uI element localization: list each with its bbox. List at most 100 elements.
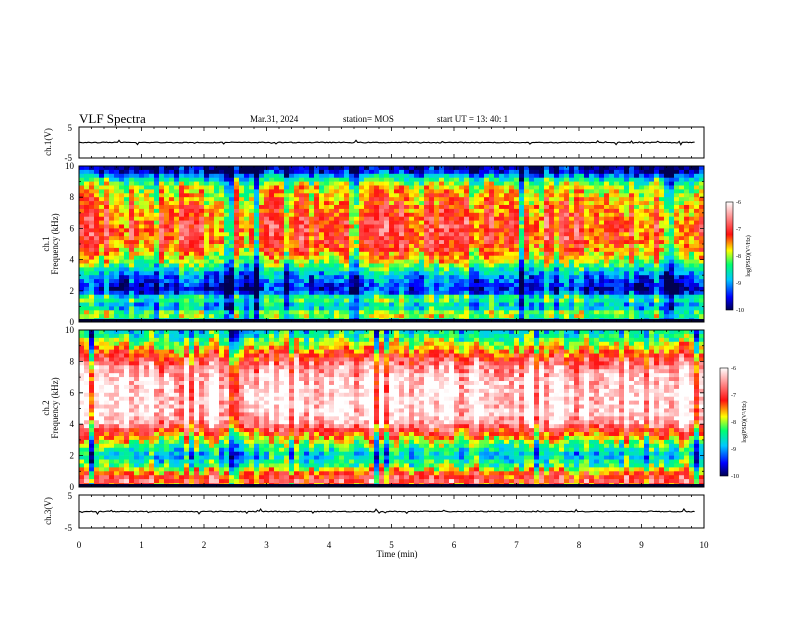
ch1-spectrogram-cell bbox=[534, 279, 540, 284]
ch1-spectrogram-cell bbox=[429, 177, 435, 182]
ch1-spectrogram-cell bbox=[579, 177, 585, 182]
ch1-spectrogram-cell bbox=[634, 228, 640, 233]
ch1-spectrogram-cell bbox=[209, 314, 215, 319]
ch1-spectrogram-cell bbox=[304, 193, 310, 198]
ch1-spectrogram-cell bbox=[199, 259, 205, 264]
ch1-spectrogram-cell bbox=[264, 267, 270, 272]
ch1-spectrogram-cell bbox=[274, 193, 280, 198]
ch1-spectrogram-cell bbox=[159, 314, 165, 319]
ch1-spectrogram-cell bbox=[599, 267, 605, 272]
ch1-spectrogram-cell bbox=[499, 298, 505, 303]
ch1-spectrogram-cell bbox=[149, 267, 155, 272]
ch1-spectrogram-cell bbox=[324, 201, 330, 206]
ch1-spectrogram-cell bbox=[479, 220, 485, 225]
ch1-spectrogram-cell bbox=[554, 283, 560, 288]
ch1-spectrogram-cell bbox=[159, 306, 165, 311]
ch1-spectrogram-cell bbox=[559, 232, 565, 237]
ch1-spectrogram-cell bbox=[564, 208, 570, 214]
ch1-spectrogram-cell bbox=[154, 263, 160, 268]
ch1-spectrogram-cell bbox=[684, 201, 690, 206]
ch1-spectrogram-cell bbox=[539, 189, 545, 194]
ch1-spectrogram-cell bbox=[244, 279, 250, 284]
ch1-spectrogram-cell bbox=[624, 275, 630, 280]
ch1-spectrogram-cell bbox=[169, 283, 175, 288]
ch1-spectrogram-cell bbox=[584, 286, 590, 292]
ch1-spectrogram-cell bbox=[84, 197, 90, 202]
ch1-spectrogram-cell bbox=[544, 310, 550, 315]
ch1-spectrogram-cell bbox=[364, 236, 370, 241]
ch1-spectrogram-cell bbox=[369, 216, 375, 221]
ch1-spectrogram-cell bbox=[629, 310, 635, 315]
ch1-spectrogram-cell bbox=[434, 208, 440, 214]
ch1-spectrogram-cell bbox=[364, 298, 370, 303]
ch1-spectrogram-cell bbox=[679, 306, 685, 311]
ch1-spectrogram-cell bbox=[229, 244, 235, 249]
ch1-spectrogram-cell bbox=[179, 247, 185, 253]
ch1-spectrogram-cell bbox=[389, 224, 395, 229]
ch1-spectrogram-cell bbox=[384, 240, 390, 245]
ch1-spectrogram-cell bbox=[409, 294, 415, 299]
ch1-spectrogram-cell bbox=[524, 283, 530, 288]
ch1-spectrogram-cell bbox=[569, 310, 575, 315]
ch1-spectrogram-cell bbox=[544, 201, 550, 206]
ch1-spectrogram-cell bbox=[319, 251, 325, 256]
ch1-spectrogram-cell bbox=[484, 286, 490, 292]
ch1-spectrogram-cell bbox=[639, 279, 645, 284]
ch1-spectrogram-cell bbox=[514, 236, 520, 241]
ch1-spectrogram-cell bbox=[659, 267, 665, 272]
ch1-spectrogram-cell bbox=[554, 220, 560, 225]
ch1-spectrogram-cell bbox=[124, 259, 130, 264]
ch1-spectrogram-cell bbox=[329, 216, 335, 221]
ch1-spectrogram-cell bbox=[94, 267, 100, 272]
ch1-spectrogram-cell bbox=[674, 232, 680, 237]
ch1-spectrogram-cell bbox=[159, 224, 165, 229]
ch1-spectrogram-cell bbox=[669, 259, 675, 264]
ch1-spectrogram-cell bbox=[474, 306, 480, 311]
ch1-spectrogram-cell bbox=[219, 244, 225, 249]
ch1-spectrogram-cell bbox=[574, 193, 580, 198]
ch1-spectrogram-cell bbox=[584, 283, 590, 288]
ch1-spectrogram-cell bbox=[234, 271, 240, 276]
ch1-spectrogram-cell bbox=[629, 247, 635, 253]
ch1-spectrogram-cell bbox=[259, 310, 265, 315]
ch1-spectrogram-cell bbox=[249, 259, 255, 264]
ch1-spectrogram-cell bbox=[489, 201, 495, 206]
ch1-spectrogram-cell bbox=[694, 166, 700, 171]
ch1-spectrogram-cell bbox=[254, 181, 260, 186]
ch1-spectrogram-cell bbox=[239, 271, 245, 276]
ch1-spectrogram-cell bbox=[679, 169, 685, 175]
ch1-spectrogram-cell bbox=[124, 302, 130, 307]
ch1-spectrogram-cell bbox=[144, 173, 150, 178]
ch1-spectrogram-cell bbox=[584, 220, 590, 225]
ch1-spectrogram-cell bbox=[219, 294, 225, 299]
ch1-spectrogram-cell bbox=[194, 286, 200, 292]
ch1-spectrogram-cell bbox=[119, 286, 125, 292]
ch1-spectrogram-cell bbox=[389, 298, 395, 303]
ch1-spectrogram-cell bbox=[99, 197, 105, 202]
ch1-spectrogram-cell bbox=[279, 283, 285, 288]
ch1-spectrogram-cell bbox=[464, 166, 470, 171]
ch1-spectrogram-cell bbox=[234, 166, 240, 171]
ch1-spectrogram-cell bbox=[674, 189, 680, 194]
ch1-spectrogram-cell bbox=[654, 283, 660, 288]
ch1-spectrogram-cell bbox=[519, 169, 525, 175]
ch1-spectrogram-cell bbox=[564, 193, 570, 198]
ch1-spectrogram-cell bbox=[194, 294, 200, 299]
ch1-spectrogram-cell bbox=[219, 177, 225, 182]
ch1-spectrogram-cell bbox=[469, 185, 475, 190]
ch1-spectrogram-cell bbox=[94, 290, 100, 295]
ch1-spectrogram-cell bbox=[479, 224, 485, 229]
ch1-spectrogram-cell bbox=[84, 298, 90, 303]
ch1-spectrogram-cell bbox=[639, 255, 645, 260]
ch1-spectrogram-cell bbox=[504, 224, 510, 229]
ch1-spectrogram-cell bbox=[129, 290, 135, 295]
ch1-spectrogram-cell bbox=[589, 228, 595, 233]
ch1-spectrogram-cell bbox=[644, 267, 650, 272]
ch1-spectrogram-cell bbox=[679, 212, 685, 217]
ch1-spectrogram-cell bbox=[469, 271, 475, 276]
ch1-spectrogram-cell bbox=[389, 185, 395, 190]
ch1-spectrogram-cell bbox=[399, 275, 405, 280]
ch1-spectrogram-cell bbox=[114, 197, 120, 202]
ch1-spectrogram-cell bbox=[619, 267, 625, 272]
ch1-spectrogram-cell bbox=[344, 232, 350, 237]
